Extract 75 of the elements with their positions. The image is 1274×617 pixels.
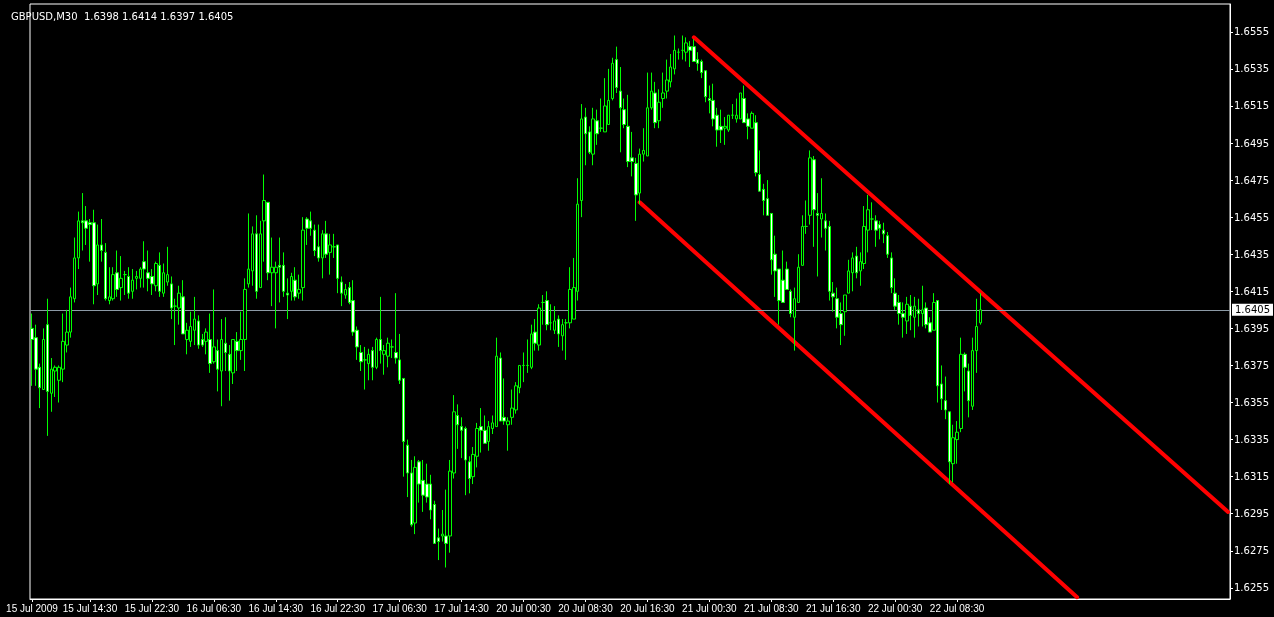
candlestick	[882, 222, 885, 244]
candlestick	[46, 298, 49, 437]
candlestick	[921, 285, 924, 328]
candlestick	[681, 35, 684, 61]
candlestick	[104, 242, 107, 302]
candlestick	[158, 251, 161, 298]
y-tick-label: 1.6535	[1234, 63, 1269, 75]
y-tick-label: 1.6315	[1234, 471, 1269, 483]
ref-line-label: 1.6405	[1235, 304, 1270, 316]
candlestick	[580, 103, 583, 218]
y-tick-label: 1.6515	[1234, 100, 1269, 112]
x-tick-label: 21 Jul 16:30	[805, 602, 861, 614]
candlestick	[115, 250, 119, 298]
x-tick-label: 16 Jul 22:30	[310, 602, 366, 614]
candlestick	[688, 40, 692, 68]
candlestick	[243, 277, 247, 372]
candlestick	[293, 266, 297, 302]
candlestick	[220, 318, 223, 407]
candlestick	[193, 296, 196, 346]
x-tick-label: 20 Jul 08:30	[558, 602, 614, 614]
y-tick-label: 1.6555	[1234, 26, 1269, 38]
candlestick	[522, 351, 525, 383]
x-tick-label: 21 Jul 08:30	[744, 602, 799, 614]
candlestick	[247, 212, 250, 289]
y-tick-label: 1.6255	[1234, 582, 1269, 594]
candlestick	[948, 411, 951, 485]
y-tick-label: 1.6275	[1234, 545, 1269, 557]
x-tick-label: 15 Jul 14:30	[62, 602, 118, 614]
x-tick-label: 16 Jul 14:30	[248, 602, 304, 614]
candlestick	[255, 214, 258, 300]
candlestick	[545, 290, 549, 331]
candlestick	[135, 270, 138, 290]
x-tick-label: 16 Jul 06:30	[186, 602, 242, 614]
candlestick	[731, 103, 734, 120]
text: GBPUSD,M30 1.6398 1.6414 1.6397 1.6405	[11, 10, 234, 22]
candlestick	[905, 296, 909, 335]
x-tick-label: 17 Jul 14:30	[434, 602, 490, 614]
candlestick	[301, 216, 305, 302]
x-tick-label: 15 Jul 2009	[6, 602, 59, 614]
candlestick	[363, 346, 367, 391]
candlestick	[131, 268, 134, 300]
x-tick-label: 20 Jul 16:30	[620, 602, 676, 614]
candlestick	[119, 255, 123, 302]
y-tick-label: 1.6375	[1234, 359, 1269, 371]
y-tick-label: 1.6415	[1234, 285, 1269, 297]
candlestick	[92, 209, 96, 305]
candlestick	[127, 266, 130, 300]
x-tick-label: 22 Jul 00:30	[867, 602, 923, 614]
candlestick	[719, 109, 723, 144]
x-tick-label: 20 Jul 00:30	[496, 602, 552, 614]
x-tick-label: 17 Jul 06:30	[372, 602, 428, 614]
x-tick-label: 21 Jul 00:30	[682, 602, 738, 614]
y-tick-label: 1.6295	[1234, 508, 1269, 520]
y-tick-label: 1.6435	[1234, 248, 1269, 260]
candlestick	[959, 337, 963, 433]
candlestick	[340, 275, 343, 307]
candlestick	[944, 376, 947, 420]
x-tick-label: 15 Jul 22:30	[124, 602, 180, 614]
candlestick	[851, 251, 854, 292]
candlestick	[413, 455, 417, 535]
candlestick	[886, 231, 889, 259]
candlestick	[421, 459, 425, 513]
y-tick-label: 1.6395	[1234, 322, 1269, 334]
y-tick-label: 1.6455	[1234, 211, 1269, 223]
y-tick-label: 1.6475	[1234, 174, 1269, 186]
y-tick-label: 1.6355	[1234, 397, 1269, 409]
candlestick	[979, 292, 982, 326]
y-tick-label: 1.6335	[1234, 434, 1269, 446]
y-tick-label: 1.6495	[1234, 137, 1269, 149]
x-tick-label: 22 Jul 08:30	[929, 602, 985, 614]
candlestick	[286, 277, 289, 320]
candlestick	[591, 107, 595, 166]
candlestick	[142, 240, 146, 289]
candlestick	[913, 296, 916, 339]
candlestick	[619, 66, 622, 153]
